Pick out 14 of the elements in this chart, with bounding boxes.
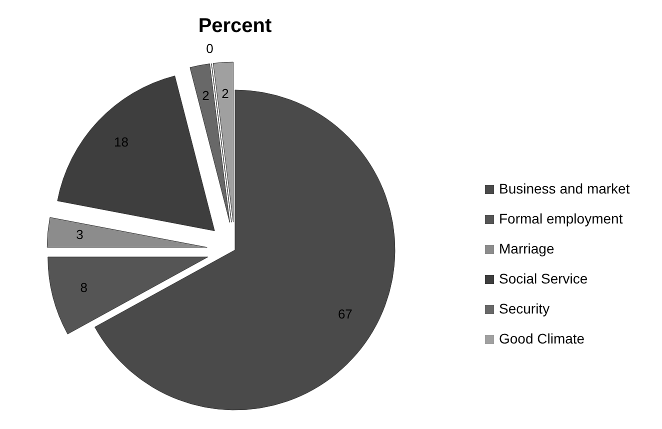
text: 0 [206,41,214,56]
legend-label: Business and market [499,180,630,197]
data-label: 2 [202,88,210,104]
data-label: 3 [76,226,84,242]
legend-label: Social Service [499,270,588,287]
legend-label: Security [499,300,550,317]
legend-label: Marriage [499,240,554,257]
data-label: 8 [80,280,88,296]
chart-title: Percent [198,15,272,37]
legend-label: Formal employment [499,210,623,227]
data-label: 2 [222,86,229,101]
legend-label: Good Climate [499,330,585,347]
data-label: 67 [338,306,352,322]
data-label: 18 [114,134,129,150]
